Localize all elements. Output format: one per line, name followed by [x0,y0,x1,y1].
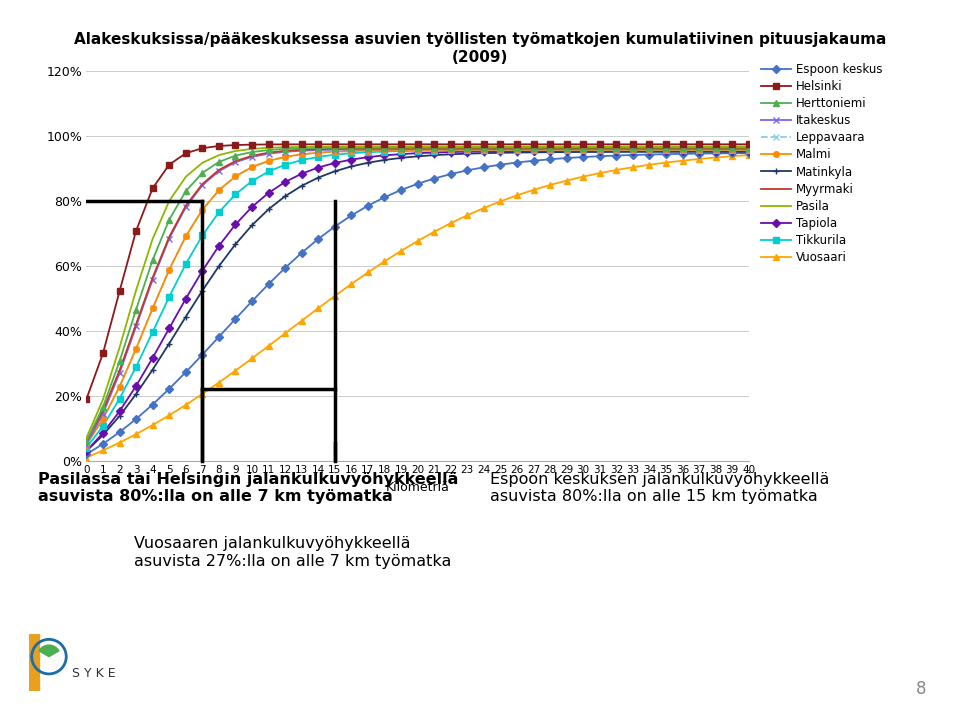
Text: 8: 8 [916,680,926,698]
Text: Pasilassa tai Helsingin jalankulkuvyöhykkeellä
asuvista 80%:lla on alle 7 km työ: Pasilassa tai Helsingin jalankulkuvyöhyk… [38,472,459,504]
X-axis label: Kilometriä: Kilometriä [386,480,449,493]
Bar [29,634,39,691]
Text: Espoon keskuksen jalankulkuvyöhykkeellä
asuvista 80%:lla on alle 15 km työmatka: Espoon keskuksen jalankulkuvyöhykkeellä … [490,472,829,504]
Text: S Y K E: S Y K E [72,667,115,680]
Text: Vuosaaren jalankulkuvyöhykkeellä
asuvista 27%:lla on alle 7 km työmatka: Vuosaaren jalankulkuvyöhykkeellä asuvist… [134,536,452,569]
Wedge shape [39,645,59,657]
Legend: Espoon keskus, Helsinki, Herttoniemi, Itakeskus, Leppavaara, Malmi, Matinkyla, M: Espoon keskus, Helsinki, Herttoniemi, It… [761,63,882,264]
Text: Alakeskuksissa/pääkeskuksessa asuvien työllisten työmatkojen kumulatiivinen pitu: Alakeskuksissa/pääkeskuksessa asuvien ty… [74,32,886,65]
